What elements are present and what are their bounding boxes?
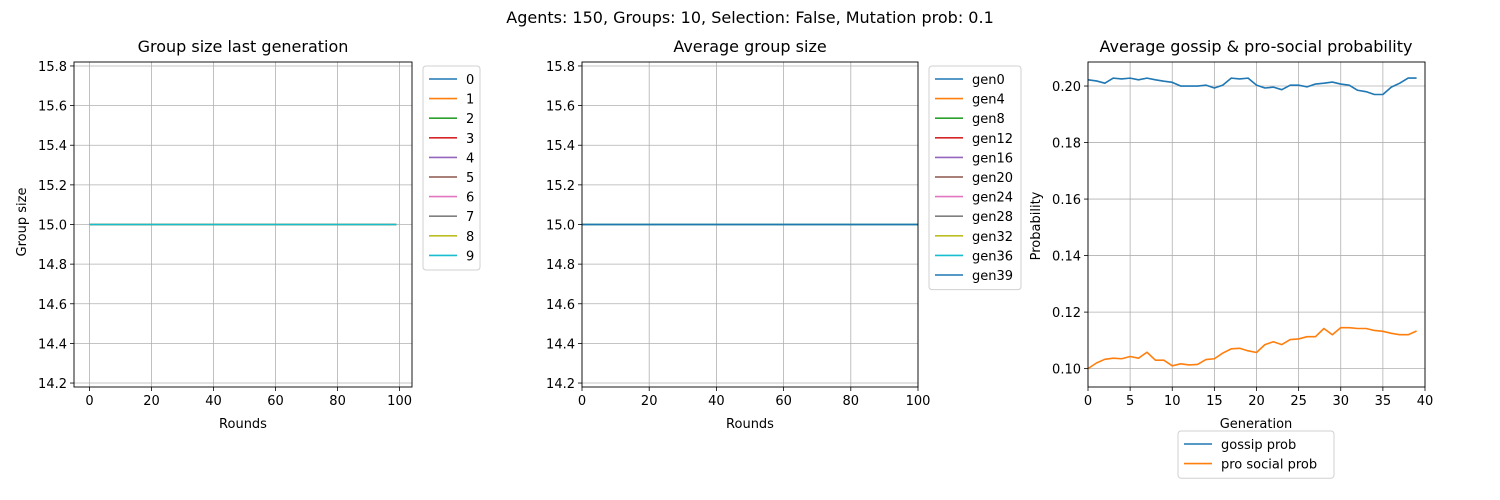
panel-2-xlabel: Rounds [726, 417, 774, 432]
x-tick-label: 0 [85, 394, 93, 409]
panel-1-ylabel: Group size [15, 188, 30, 257]
legend-label: gen12 [972, 132, 1013, 147]
y-tick-label: 15.0 [546, 219, 575, 234]
legend-box [928, 65, 1022, 291]
legend-label: 9 [466, 249, 474, 264]
x-tick-label: 0 [1084, 394, 1092, 409]
legend-label: 4 [466, 151, 474, 166]
legend-label: 6 [466, 191, 474, 206]
axes-frame [581, 61, 919, 388]
x-tick-label: 40 [1417, 394, 1434, 409]
panel-2-title: Average group size [673, 37, 826, 56]
panel-average-group-size: Average group size Rounds 0 20 40 60 80 100 14… [546, 37, 1022, 432]
legend-box [1177, 430, 1335, 479]
panel-1-legend: 0 1 2 3 4 5 6 7 8 9 [422, 65, 481, 271]
x-tick-label: 60 [267, 394, 284, 409]
legend-label: gen4 [972, 93, 1005, 108]
axes-frame [1087, 61, 1426, 388]
y-tick-label: 0.20 [1052, 80, 1081, 95]
legend-label: gen20 [972, 171, 1013, 186]
series-line-gossip-prob [1087, 77, 1417, 96]
panel-group-size-last-generation: Group size last generation Rounds Group … [15, 37, 481, 432]
y-tick-label: 14.8 [546, 258, 575, 273]
y-tick-label: 0.18 [1052, 137, 1081, 152]
axes-frame [73, 61, 413, 388]
legend-label: 7 [466, 210, 474, 225]
panel-3-legend: gossip prob pro social prob [1177, 430, 1335, 479]
y-tick-label: 15.6 [546, 100, 575, 115]
y-tick-label: 15.4 [546, 139, 575, 154]
y-tick-label: 14.8 [38, 258, 67, 273]
x-tick-label: 20 [1248, 394, 1265, 409]
series-line-pro-social-prob [1087, 326, 1417, 370]
legend-label: gen39 [972, 269, 1013, 284]
x-tick-label: 60 [775, 394, 792, 409]
x-tick-label: 80 [329, 394, 346, 409]
y-tick-label: 15.4 [38, 139, 67, 154]
y-tick-label: 14.2 [38, 377, 67, 392]
y-tick-label: 15.0 [38, 219, 67, 234]
legend-label: 3 [466, 132, 474, 147]
y-tick-label: 0.12 [1052, 306, 1081, 321]
panel-2-legend: gen0 gen4 gen8 gen12 gen16 gen20 gen24 gen28 gen… [928, 65, 1022, 291]
panel-3-title: Average gossip & pro-social probability [1100, 37, 1413, 56]
panel-gossip-prosocial-probability: Average gossip & pro-social probability … [1029, 37, 1434, 479]
legend-label: 2 [466, 112, 474, 127]
y-tick-label: 15.8 [38, 60, 67, 75]
x-tick-label: 10 [1164, 394, 1181, 409]
y-tick-label: 14.4 [38, 337, 67, 352]
figure-suptitle: Agents: 150, Groups: 10, Selection: Fals… [506, 8, 994, 27]
x-tick-label: 30 [1332, 394, 1349, 409]
y-tick-label: 0.14 [1052, 250, 1081, 265]
legend-label: gen16 [972, 151, 1013, 166]
legend-label: 8 [466, 230, 474, 245]
legend-label: gen36 [972, 249, 1013, 264]
x-tick-label: 35 [1375, 394, 1392, 409]
y-tick-label: 14.2 [546, 377, 575, 392]
x-tick-label: 100 [906, 394, 931, 409]
x-tick-label: 40 [708, 394, 725, 409]
panel-3-ylabel: Probability [1029, 191, 1044, 260]
x-tick-label: 25 [1290, 394, 1307, 409]
panel-3-xlabel: Generation [1220, 417, 1293, 432]
y-tick-label: 0.10 [1052, 363, 1081, 378]
legend-label: gen24 [972, 191, 1013, 206]
y-tick-label: 15.2 [38, 179, 67, 194]
legend-label: 1 [466, 93, 474, 108]
x-tick-label: 0 [578, 394, 586, 409]
y-tick-label: 14.4 [546, 337, 575, 352]
legend-label: pro social prob [1221, 458, 1317, 473]
legend-label: 5 [466, 171, 474, 186]
x-tick-label: 15 [1206, 394, 1223, 409]
x-tick-label: 100 [387, 394, 412, 409]
legend-box [422, 65, 481, 271]
legend-label: gen8 [972, 112, 1005, 127]
legend-label: gen32 [972, 230, 1013, 245]
panel-1-title: Group size last generation [138, 37, 349, 56]
y-tick-label: 14.6 [546, 298, 575, 313]
x-tick-label: 20 [143, 394, 160, 409]
panel-3-plot-area: 0 5 10 15 20 25 30 35 40 0.10 0.12 0.14 0.16 0.18 0.20 [1052, 61, 1434, 409]
x-tick-label: 5 [1126, 394, 1134, 409]
legend-label: gen0 [972, 73, 1005, 88]
panel-1-xlabel: Rounds [219, 417, 267, 432]
legend-label: gen28 [972, 210, 1013, 225]
x-tick-label: 20 [641, 394, 658, 409]
panel-1-plot-area: 0 20 40 60 80 100 14.2 14.4 14.6 14.8 15.0 15.2 15.4… [38, 60, 413, 409]
y-tick-label: 15.8 [546, 60, 575, 75]
legend-label: gossip prob [1221, 438, 1296, 453]
y-tick-label: 14.6 [38, 298, 67, 313]
legend-label: 0 [466, 73, 474, 88]
y-tick-label: 0.16 [1052, 193, 1081, 208]
y-tick-label: 15.6 [38, 100, 67, 115]
panel-2-plot-area: 0 20 40 60 80 100 14.2 14.4 14.6 14.8 15.0 15.2 15.4… [546, 60, 930, 409]
x-tick-label: 40 [205, 394, 222, 409]
x-tick-label: 80 [843, 394, 860, 409]
y-tick-label: 15.2 [546, 179, 575, 194]
